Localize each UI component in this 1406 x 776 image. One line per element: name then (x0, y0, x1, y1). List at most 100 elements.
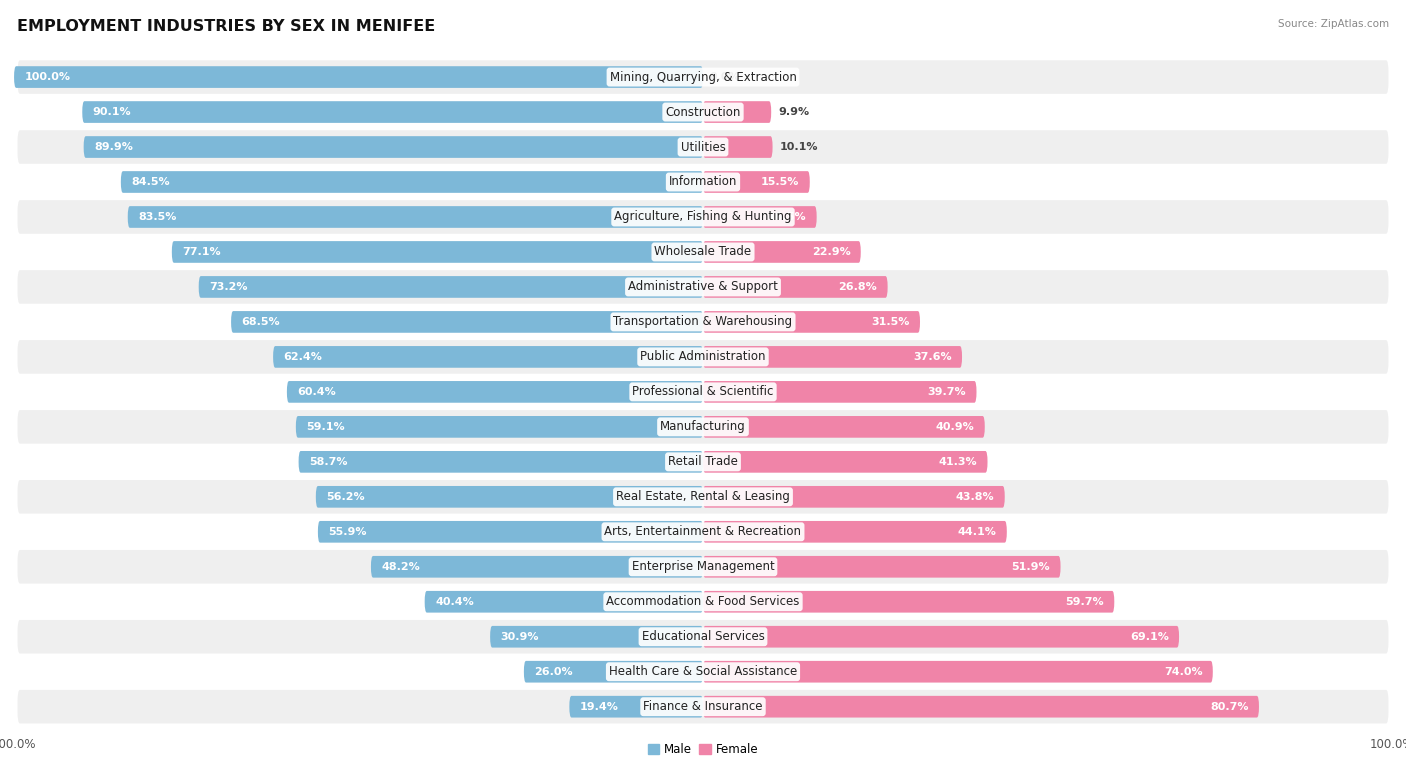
Text: Manufacturing: Manufacturing (661, 421, 745, 433)
FancyBboxPatch shape (172, 241, 703, 263)
FancyBboxPatch shape (295, 416, 703, 438)
Text: 59.1%: 59.1% (307, 422, 344, 432)
FancyBboxPatch shape (198, 276, 703, 298)
Text: Educational Services: Educational Services (641, 630, 765, 643)
Text: Enterprise Management: Enterprise Management (631, 560, 775, 573)
Text: Transportation & Warehousing: Transportation & Warehousing (613, 315, 793, 328)
FancyBboxPatch shape (703, 556, 1060, 577)
Text: 56.2%: 56.2% (326, 492, 364, 502)
Text: Administrative & Support: Administrative & Support (628, 280, 778, 293)
FancyBboxPatch shape (703, 626, 1180, 648)
Text: 40.4%: 40.4% (434, 597, 474, 607)
FancyBboxPatch shape (83, 136, 703, 158)
Text: 0.0%: 0.0% (710, 72, 741, 82)
Text: 55.9%: 55.9% (328, 527, 367, 537)
Text: 51.9%: 51.9% (1011, 562, 1050, 572)
Text: Retail Trade: Retail Trade (668, 456, 738, 469)
FancyBboxPatch shape (17, 550, 1389, 584)
Text: Health Care & Social Assistance: Health Care & Social Assistance (609, 665, 797, 678)
Text: 80.7%: 80.7% (1211, 702, 1249, 712)
FancyBboxPatch shape (569, 696, 703, 718)
Text: 26.0%: 26.0% (534, 667, 572, 677)
FancyBboxPatch shape (703, 451, 987, 473)
Text: Mining, Quarrying, & Extraction: Mining, Quarrying, & Extraction (610, 71, 796, 84)
FancyBboxPatch shape (128, 206, 703, 228)
FancyBboxPatch shape (273, 346, 703, 368)
Text: 73.2%: 73.2% (209, 282, 247, 292)
Text: 83.5%: 83.5% (138, 212, 176, 222)
FancyBboxPatch shape (703, 521, 1007, 542)
FancyBboxPatch shape (703, 591, 1115, 612)
FancyBboxPatch shape (703, 241, 860, 263)
Text: 60.4%: 60.4% (297, 387, 336, 397)
FancyBboxPatch shape (14, 66, 703, 88)
FancyBboxPatch shape (17, 270, 1389, 303)
Text: 22.9%: 22.9% (811, 247, 851, 257)
Text: Finance & Insurance: Finance & Insurance (644, 700, 762, 713)
FancyBboxPatch shape (298, 451, 703, 473)
FancyBboxPatch shape (17, 410, 1389, 444)
Text: 30.9%: 30.9% (501, 632, 538, 642)
Legend: Male, Female: Male, Female (643, 738, 763, 760)
Text: 74.0%: 74.0% (1164, 667, 1202, 677)
FancyBboxPatch shape (83, 101, 703, 123)
Text: 62.4%: 62.4% (284, 352, 322, 362)
Text: 89.9%: 89.9% (94, 142, 132, 152)
FancyBboxPatch shape (17, 130, 1389, 164)
FancyBboxPatch shape (371, 556, 703, 577)
FancyBboxPatch shape (17, 340, 1389, 374)
FancyBboxPatch shape (703, 486, 1005, 508)
FancyBboxPatch shape (703, 171, 810, 193)
Text: 59.7%: 59.7% (1066, 597, 1104, 607)
FancyBboxPatch shape (17, 690, 1389, 723)
Text: Information: Information (669, 175, 737, 189)
Text: Source: ZipAtlas.com: Source: ZipAtlas.com (1278, 19, 1389, 29)
Text: Wholesale Trade: Wholesale Trade (654, 245, 752, 258)
FancyBboxPatch shape (703, 416, 984, 438)
FancyBboxPatch shape (703, 696, 1258, 718)
FancyBboxPatch shape (703, 276, 887, 298)
Text: 31.5%: 31.5% (872, 317, 910, 327)
FancyBboxPatch shape (703, 101, 772, 123)
Text: Professional & Scientific: Professional & Scientific (633, 386, 773, 398)
Text: 40.9%: 40.9% (935, 422, 974, 432)
Text: 44.1%: 44.1% (957, 527, 997, 537)
Text: 9.9%: 9.9% (778, 107, 810, 117)
FancyBboxPatch shape (425, 591, 703, 612)
FancyBboxPatch shape (703, 661, 1213, 683)
FancyBboxPatch shape (524, 661, 703, 683)
Text: EMPLOYMENT INDUSTRIES BY SEX IN MENIFEE: EMPLOYMENT INDUSTRIES BY SEX IN MENIFEE (17, 19, 434, 34)
Text: Agriculture, Fishing & Hunting: Agriculture, Fishing & Hunting (614, 210, 792, 223)
Text: 100.0%: 100.0% (24, 72, 70, 82)
FancyBboxPatch shape (703, 206, 817, 228)
Text: Utilities: Utilities (681, 140, 725, 154)
Text: 26.8%: 26.8% (838, 282, 877, 292)
FancyBboxPatch shape (703, 346, 962, 368)
Text: 19.4%: 19.4% (579, 702, 619, 712)
Text: Arts, Entertainment & Recreation: Arts, Entertainment & Recreation (605, 525, 801, 539)
Text: 37.6%: 37.6% (912, 352, 952, 362)
Text: 10.1%: 10.1% (779, 142, 818, 152)
FancyBboxPatch shape (17, 200, 1389, 234)
FancyBboxPatch shape (17, 61, 1389, 94)
Text: Construction: Construction (665, 106, 741, 119)
Text: 39.7%: 39.7% (928, 387, 966, 397)
Text: 43.8%: 43.8% (956, 492, 994, 502)
FancyBboxPatch shape (17, 480, 1389, 514)
FancyBboxPatch shape (703, 311, 920, 333)
Text: 84.5%: 84.5% (131, 177, 170, 187)
Text: 68.5%: 68.5% (242, 317, 280, 327)
FancyBboxPatch shape (121, 171, 703, 193)
FancyBboxPatch shape (491, 626, 703, 648)
Text: Public Administration: Public Administration (640, 351, 766, 363)
Text: 15.5%: 15.5% (761, 177, 800, 187)
Text: Real Estate, Rental & Leasing: Real Estate, Rental & Leasing (616, 490, 790, 504)
FancyBboxPatch shape (703, 381, 977, 403)
FancyBboxPatch shape (231, 311, 703, 333)
Text: 90.1%: 90.1% (93, 107, 131, 117)
FancyBboxPatch shape (287, 381, 703, 403)
FancyBboxPatch shape (703, 136, 772, 158)
FancyBboxPatch shape (318, 521, 703, 542)
Text: 41.3%: 41.3% (939, 457, 977, 467)
Text: 16.5%: 16.5% (768, 212, 807, 222)
